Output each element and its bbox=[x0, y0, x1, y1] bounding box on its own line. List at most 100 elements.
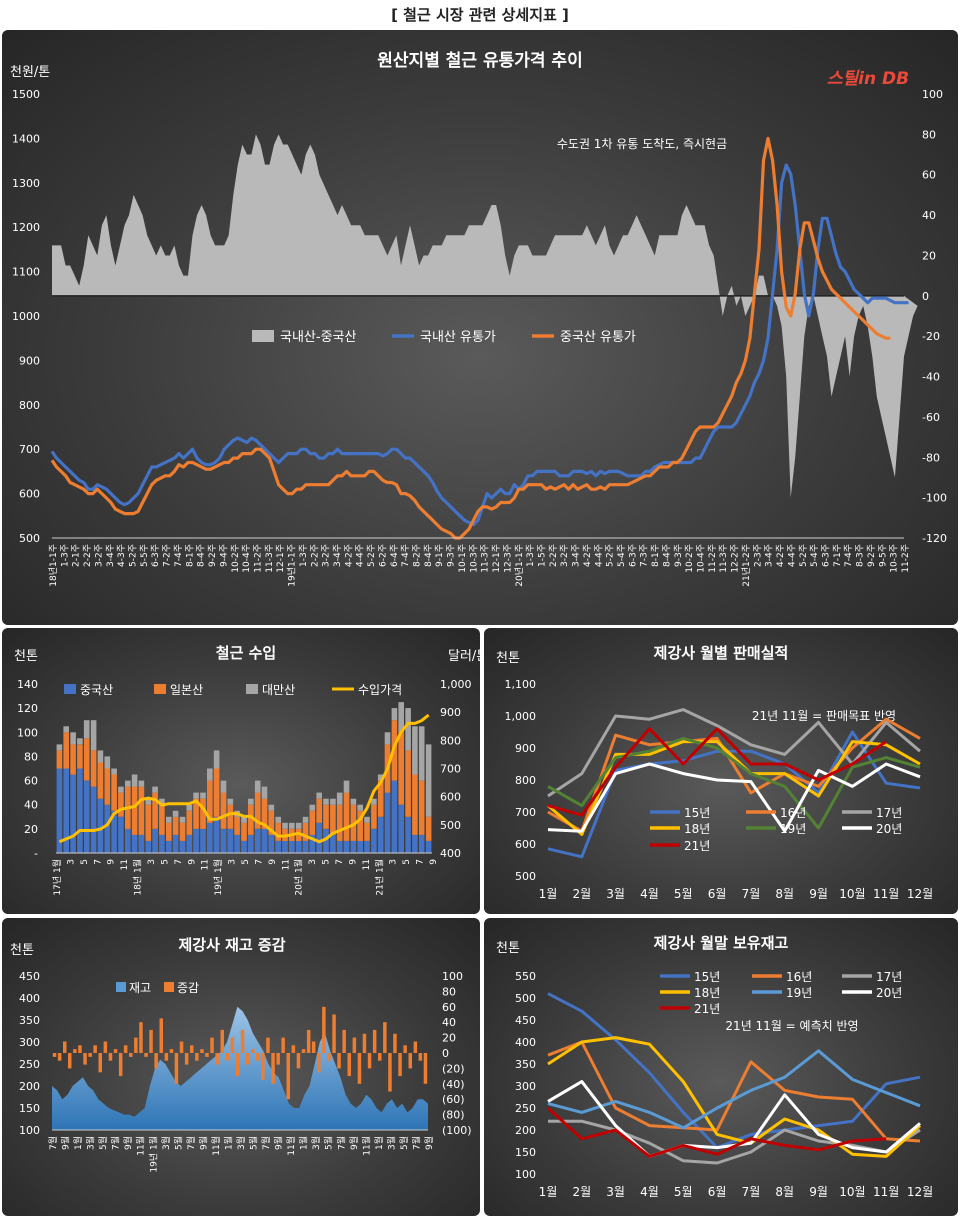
x-tick-label: 7월 bbox=[410, 1136, 422, 1150]
bar-0 bbox=[179, 840, 186, 853]
legend-label: 19년 bbox=[786, 986, 812, 1000]
bar-2 bbox=[200, 792, 206, 799]
x-tick-label: 3-4주 bbox=[571, 544, 582, 567]
y2-tick-label: -80 bbox=[922, 451, 940, 464]
bar-0 bbox=[207, 822, 213, 853]
y2-tick-label: (80) bbox=[442, 1109, 465, 1122]
bar-0 bbox=[131, 834, 138, 853]
x-tick-label: 6-3주 bbox=[150, 544, 161, 567]
bar-2 bbox=[371, 798, 377, 805]
bar-0 bbox=[302, 840, 309, 853]
chart-annotation: 수도권 1차 유통 도착도, 즉시현금 bbox=[557, 137, 727, 151]
bar-change bbox=[149, 1029, 153, 1053]
x-tick-label: 7-3주 bbox=[639, 544, 650, 567]
bar-change bbox=[159, 1018, 163, 1053]
bar-change bbox=[388, 1053, 392, 1092]
y2-axis-unit: 달러/톤 bbox=[448, 649, 480, 664]
bar-0 bbox=[343, 840, 350, 853]
bar-change bbox=[184, 1053, 189, 1065]
bar-1 bbox=[97, 762, 104, 799]
bar-1 bbox=[371, 804, 377, 829]
bar-0 bbox=[111, 810, 117, 854]
x-tick-label: 12-2주 bbox=[730, 544, 741, 573]
x-tick-label: 9-2주 bbox=[866, 544, 877, 567]
x-tick-label: 4월 bbox=[640, 887, 659, 901]
x-tick-label: 9월 bbox=[60, 1136, 72, 1150]
x-tick-label: 7월 bbox=[185, 1136, 197, 1150]
x-tick-label: 9 bbox=[348, 859, 358, 865]
x-tick-label: 12월 bbox=[907, 887, 933, 901]
bar-change bbox=[352, 1037, 357, 1053]
series-line-18년 bbox=[547, 1036, 922, 1158]
bar-2 bbox=[118, 786, 124, 793]
bar-change bbox=[251, 1049, 255, 1053]
y-tick-label: 800 bbox=[19, 399, 40, 412]
legend-swatch bbox=[164, 982, 174, 992]
bar-change bbox=[281, 1037, 285, 1053]
chart-annotation: 21년 11월 = 판매목표 반영 bbox=[752, 709, 896, 723]
bar-change bbox=[271, 1053, 275, 1084]
bar-1 bbox=[56, 750, 63, 769]
bar-change bbox=[423, 1053, 428, 1084]
x-tick-label: 4-2주 bbox=[343, 544, 354, 567]
x-tick-label: 11 bbox=[281, 859, 291, 870]
x-tick-label: 5 bbox=[241, 859, 251, 865]
legend-swatch bbox=[246, 684, 258, 694]
bar-1 bbox=[343, 792, 350, 841]
bar-change bbox=[322, 1006, 326, 1053]
series-line-16년 bbox=[547, 1040, 921, 1143]
bar-1 bbox=[248, 804, 254, 835]
bar-2 bbox=[405, 708, 411, 751]
x-tick-label: 11-3주 bbox=[480, 544, 491, 573]
x-tick-label: 7 bbox=[174, 859, 184, 865]
x-tick-label: 3 bbox=[66, 859, 76, 865]
y-tick-label: 450 bbox=[515, 1014, 536, 1027]
bar-2 bbox=[172, 810, 179, 817]
bar-change bbox=[103, 1041, 108, 1053]
bar-2 bbox=[248, 798, 254, 805]
bar-2 bbox=[131, 774, 138, 787]
bar-0 bbox=[234, 834, 240, 853]
bar-2 bbox=[268, 804, 275, 811]
bar-change bbox=[306, 1029, 311, 1053]
bar-2 bbox=[364, 816, 370, 823]
bar-2 bbox=[125, 780, 131, 787]
bar-2 bbox=[316, 792, 322, 799]
y2-tick-label: (100) bbox=[442, 1124, 472, 1137]
y-axis-unit: 천원/톤 bbox=[10, 65, 50, 80]
bar-1 bbox=[261, 798, 268, 829]
x-tick-label: 8월 bbox=[775, 887, 794, 901]
y2-tick-label: 600 bbox=[440, 791, 461, 804]
x-tick-label: 19년 1월 bbox=[147, 1136, 159, 1173]
x-tick-label: 1월 bbox=[373, 1136, 385, 1150]
bar-change bbox=[123, 1045, 128, 1053]
inventory-change-chart-panel: 제강사 재고 증감 천톤 450 400 350 300 250 200 150 100 100 80… bbox=[2, 918, 480, 1216]
y2-tick-label: 700 bbox=[440, 763, 461, 776]
bar-0 bbox=[316, 822, 322, 853]
legend-swatch bbox=[116, 982, 126, 992]
x-tick-label: 9월 bbox=[197, 1136, 209, 1150]
x-tick-label: 1월 bbox=[222, 1136, 234, 1150]
bar-2 bbox=[207, 768, 213, 781]
x-tick-label: 2월 bbox=[572, 1185, 591, 1199]
series-line-domestic bbox=[50, 163, 909, 527]
x-tick-label: 9 bbox=[187, 859, 197, 865]
y-tick-label: 500 bbox=[515, 992, 536, 1005]
legend-label: 17년 bbox=[876, 806, 902, 820]
bar-2 bbox=[179, 816, 186, 823]
bar-change bbox=[235, 1053, 240, 1077]
x-tick-label: 9월 bbox=[809, 887, 828, 901]
bar-0 bbox=[193, 828, 199, 853]
bar-0 bbox=[261, 828, 268, 853]
bar-0 bbox=[90, 786, 97, 853]
bar-change bbox=[286, 1053, 290, 1100]
bar-0 bbox=[377, 816, 384, 853]
x-tick-label: 9월 bbox=[809, 1185, 828, 1199]
x-tick-label: 18년 1월 bbox=[132, 859, 144, 896]
x-tick-label: 11월 bbox=[873, 887, 899, 901]
legend-label: 18년 bbox=[684, 822, 710, 836]
bar-0 bbox=[330, 834, 336, 853]
y-tick-label: - bbox=[34, 847, 38, 860]
x-tick-label: 21년 1월 bbox=[373, 859, 385, 896]
bar-2 bbox=[357, 804, 363, 811]
